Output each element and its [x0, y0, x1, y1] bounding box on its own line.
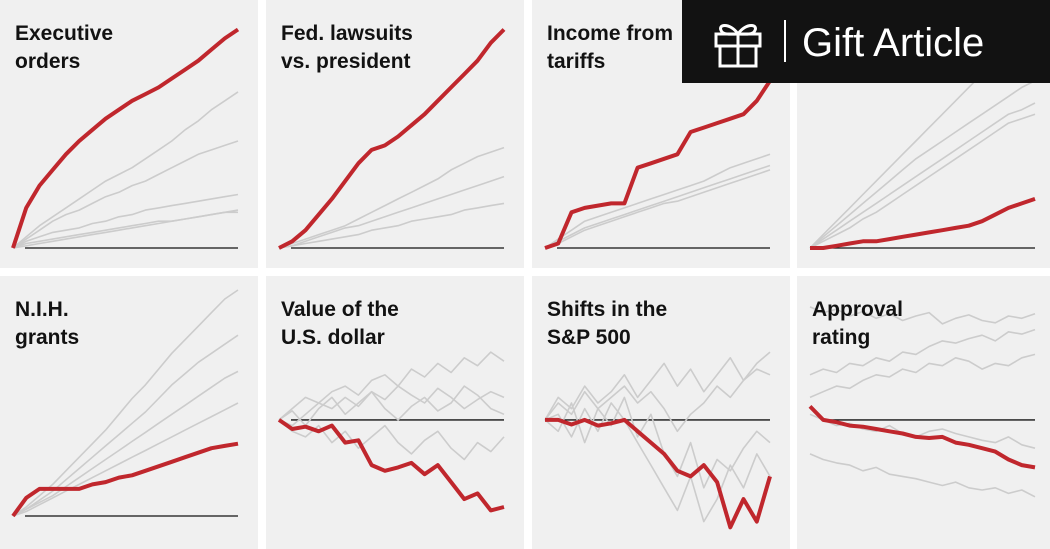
panel-title: Value of the [281, 298, 399, 321]
series-line [809, 102, 1036, 249]
series-line [809, 453, 1036, 498]
series-line [809, 306, 1036, 325]
series-line [544, 351, 771, 421]
series-line [808, 405, 1036, 470]
panel-title: S&P 500 [547, 326, 631, 349]
series-line [809, 113, 1036, 249]
series-line [544, 164, 771, 249]
series-line [278, 175, 505, 249]
series-line [809, 328, 1036, 376]
series-line [544, 153, 771, 249]
series-line [11, 27, 240, 249]
panel-bg [797, 276, 1050, 549]
series-line [278, 385, 505, 427]
series-line [11, 441, 239, 518]
series-line [544, 169, 771, 249]
gift-button-bg[interactable] [682, 0, 1050, 83]
panel-title: Executive [15, 22, 113, 45]
panel-title: orders [15, 50, 80, 73]
gift-label[interactable]: Gift Article [802, 21, 984, 65]
gift-button[interactable]: Gift Article [682, 0, 1050, 83]
panel-title: grants [15, 326, 79, 349]
panel-title: Approval [812, 298, 903, 321]
series-line [12, 402, 239, 517]
panel-title: tariffs [547, 50, 605, 73]
series-line [278, 202, 505, 249]
series-line [544, 402, 771, 523]
series-line [809, 80, 1036, 249]
panel-title: Fed. lawsuits [281, 22, 413, 45]
series-line [12, 289, 239, 517]
series-line [12, 140, 239, 249]
series-line [12, 193, 239, 249]
series-line [545, 417, 772, 530]
series-line [809, 353, 1036, 399]
series-line [277, 418, 505, 513]
panel-title: N.I.H. [15, 298, 69, 321]
series-line [278, 146, 505, 249]
series-line [12, 211, 238, 249]
panel-title: Shifts in the [547, 298, 667, 321]
series-line [12, 91, 239, 249]
panel-title: vs. president [281, 50, 411, 73]
series-line [544, 79, 772, 250]
series-line [278, 385, 505, 427]
panel-bg [266, 276, 524, 549]
series-line [544, 396, 771, 489]
series-line [12, 334, 239, 517]
series-line [810, 197, 1036, 250]
series-line [278, 419, 505, 461]
series-line [544, 368, 771, 433]
series-line [12, 370, 239, 517]
gift-icon[interactable] [714, 24, 762, 68]
series-line [278, 351, 505, 421]
panel-title: Income from [547, 22, 673, 45]
series-line [278, 28, 506, 250]
panel-title: rating [812, 326, 870, 349]
panel-title: U.S. dollar [281, 326, 385, 349]
